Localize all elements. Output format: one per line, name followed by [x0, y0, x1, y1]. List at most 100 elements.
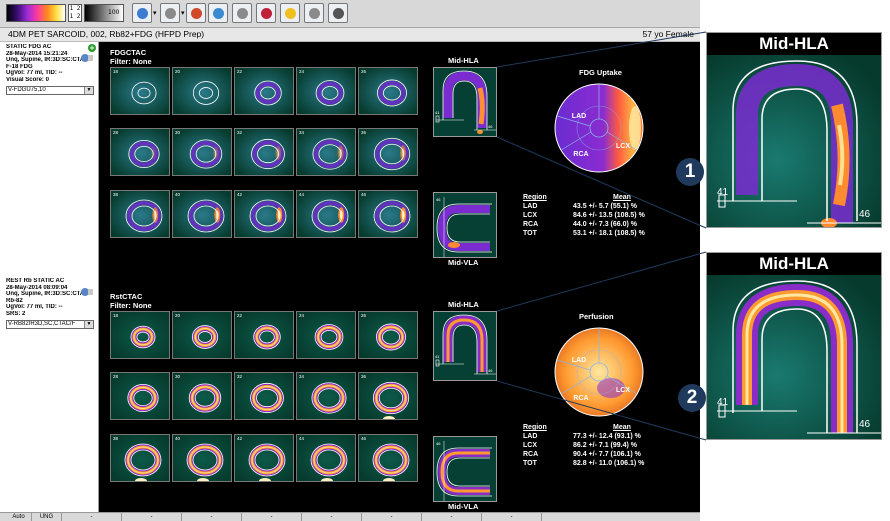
slice-number: 30	[175, 130, 181, 135]
target-button[interactable]	[256, 3, 276, 23]
slice-image[interactable]: 22	[234, 67, 294, 115]
slice-number: 44	[299, 436, 305, 441]
display-mode-button[interactable]	[132, 3, 152, 23]
image-viewer[interactable]: FDGCTAC Filter: None 18 20 22 24 26 28 30 32 34 36 3…	[99, 42, 700, 512]
polar-map-icon	[237, 8, 248, 19]
slice-image[interactable]: 26	[358, 67, 418, 115]
zoom-inset-2[interactable]: Mid-HLA 41 46	[706, 252, 882, 440]
print-icon	[309, 8, 320, 19]
slice-image[interactable]: 34	[296, 372, 356, 420]
slice-image[interactable]: 40	[172, 434, 232, 482]
region-mean: 86.2 +/- 7.1 (99.4) %	[573, 442, 638, 449]
zoom-left-number: 41	[717, 187, 729, 198]
color-scale-bar[interactable]	[6, 4, 66, 22]
add-study-icon[interactable]: +	[88, 44, 96, 52]
slice-number: 46	[361, 192, 367, 197]
slice-image[interactable]: 18	[110, 67, 170, 115]
protocol-select[interactable]: V-RB82IR3D,SC,CTAC/F ▼	[6, 319, 94, 329]
slice-image[interactable]: 18	[110, 311, 170, 359]
vla-image[interactable]: 46 38	[433, 192, 497, 258]
slice-number: 44	[299, 192, 305, 197]
slice-number: 18	[113, 313, 119, 318]
color-scale-threshold[interactable]: 1 2 1 2	[68, 4, 82, 22]
polar-map-button[interactable]	[232, 3, 252, 23]
region-table: Region Mean LAD 43.5 +/- 5.7 (55.1) % LCX 84.…	[523, 194, 693, 239]
slice-image[interactable]: 46	[358, 434, 418, 482]
study-info-line: F-18 FDG	[6, 63, 33, 70]
slice-image[interactable]: 26	[358, 311, 418, 359]
table-header-row: Region Mean	[523, 194, 693, 203]
panel-name: RstCTAC	[110, 292, 143, 301]
polar-map[interactable]: LAD LCX RCA	[549, 78, 649, 178]
slice-number: 36	[361, 374, 367, 379]
slice-image[interactable]: 42	[234, 434, 294, 482]
save-button[interactable]	[328, 3, 348, 23]
chevron-down-icon[interactable]: ▼	[84, 86, 93, 94]
slice-image[interactable]: 24	[296, 311, 356, 359]
hla-label: Mid-HLA	[448, 300, 479, 309]
table-row: LCX 86.2 +/- 7.1 (99.4) %	[523, 442, 693, 451]
slice-number: 20	[175, 313, 181, 318]
slice-image[interactable]: 22	[234, 311, 294, 359]
vla-image[interactable]: 46 38	[433, 436, 497, 502]
slice-number: 42	[237, 436, 243, 441]
dropdown-arrow-icon[interactable]: ▾	[153, 9, 157, 17]
slice-image[interactable]: 30	[172, 128, 232, 176]
slice-image[interactable]: 24	[296, 67, 356, 115]
status-bar: Auto UNG - - - - - - - -	[0, 512, 700, 521]
zoom-button[interactable]	[208, 3, 228, 23]
slice-image[interactable]: 36	[358, 372, 418, 420]
slice-image[interactable]: 30	[172, 372, 232, 420]
slice-number: 46	[361, 436, 367, 441]
hla-left-number: 41	[435, 354, 440, 359]
slice-image[interactable]: 20	[172, 67, 232, 115]
study-list-panel: STATIC FDG AC 28-May-2014 15:21:24 Unq, Su…	[0, 42, 99, 512]
review-button[interactable]	[186, 3, 206, 23]
region-name: RCA	[523, 451, 539, 458]
slice-image[interactable]: 28	[110, 372, 170, 420]
study-info-1[interactable]: STATIC FDG AC 28-May-2014 15:21:24 Unq, Su…	[6, 44, 96, 95]
region-name: RCA	[523, 221, 539, 228]
chevron-down-icon[interactable]: ▼	[84, 320, 93, 328]
slice-image[interactable]: 46	[358, 190, 418, 238]
slice-image[interactable]: 32	[234, 372, 294, 420]
slice-number: 40	[175, 436, 181, 441]
slice-image[interactable]: 34	[296, 128, 356, 176]
slice-number: 20	[175, 69, 181, 74]
slice-image[interactable]: 44	[296, 190, 356, 238]
panel-rstctac: RstCTAC Filter: None 18 20 22 24 26 28 30 32 34 36 3…	[99, 286, 700, 512]
slice-number: 24	[299, 69, 305, 74]
print-button[interactable]	[304, 3, 324, 23]
bulb-button[interactable]	[280, 3, 300, 23]
slice-image[interactable]: 38	[110, 190, 170, 238]
slice-image[interactable]: 44	[296, 434, 356, 482]
hla-image[interactable]: 41 46	[433, 311, 497, 381]
status-segment: -	[122, 513, 182, 521]
study-title: 4DM PET SARCOID, 002, Rb82+FDG (HFPD Pre…	[8, 29, 205, 39]
table-row: TOT 53.1 +/- 18.1 (108.5) %	[523, 230, 693, 239]
gray-scale-bar[interactable]	[84, 4, 124, 22]
slice-number: 30	[175, 374, 181, 379]
slice-image[interactable]: 42	[234, 190, 294, 238]
slice-number: 34	[299, 130, 305, 135]
slice-image[interactable]: 40	[172, 190, 232, 238]
slice-number: 42	[237, 192, 243, 197]
status-segment: -	[182, 513, 242, 521]
hla-right-number: 46	[488, 124, 493, 129]
screen-capture-button[interactable]	[160, 3, 180, 23]
col-region-header: Region	[523, 194, 547, 201]
slice-image[interactable]: 20	[172, 311, 232, 359]
region-mean: 82.8 +/- 11.0 (106.1) %	[573, 460, 645, 467]
slice-image[interactable]: 28	[110, 128, 170, 176]
polar-map[interactable]: LAD LCX RCA	[549, 322, 649, 422]
dropdown-arrow-icon[interactable]: ▾	[181, 9, 185, 17]
toolbar: 1 2 1 2 100 ▾ ▾	[0, 0, 700, 28]
hla-image[interactable]: 41 46	[433, 67, 497, 137]
slice-image[interactable]: 36	[358, 128, 418, 176]
study-info-2[interactable]: REST Rb STATIC AC 28-May-2014 08:09:04 Unq…	[6, 278, 96, 329]
protocol-select[interactable]: V-FDGU75,10 ▼	[6, 85, 94, 95]
zoom-inset-1[interactable]: Mid-HLA 41 46	[706, 32, 882, 228]
slice-image[interactable]: 38	[110, 434, 170, 482]
slice-image[interactable]: 32	[234, 128, 294, 176]
slice-number: 24	[299, 313, 305, 318]
